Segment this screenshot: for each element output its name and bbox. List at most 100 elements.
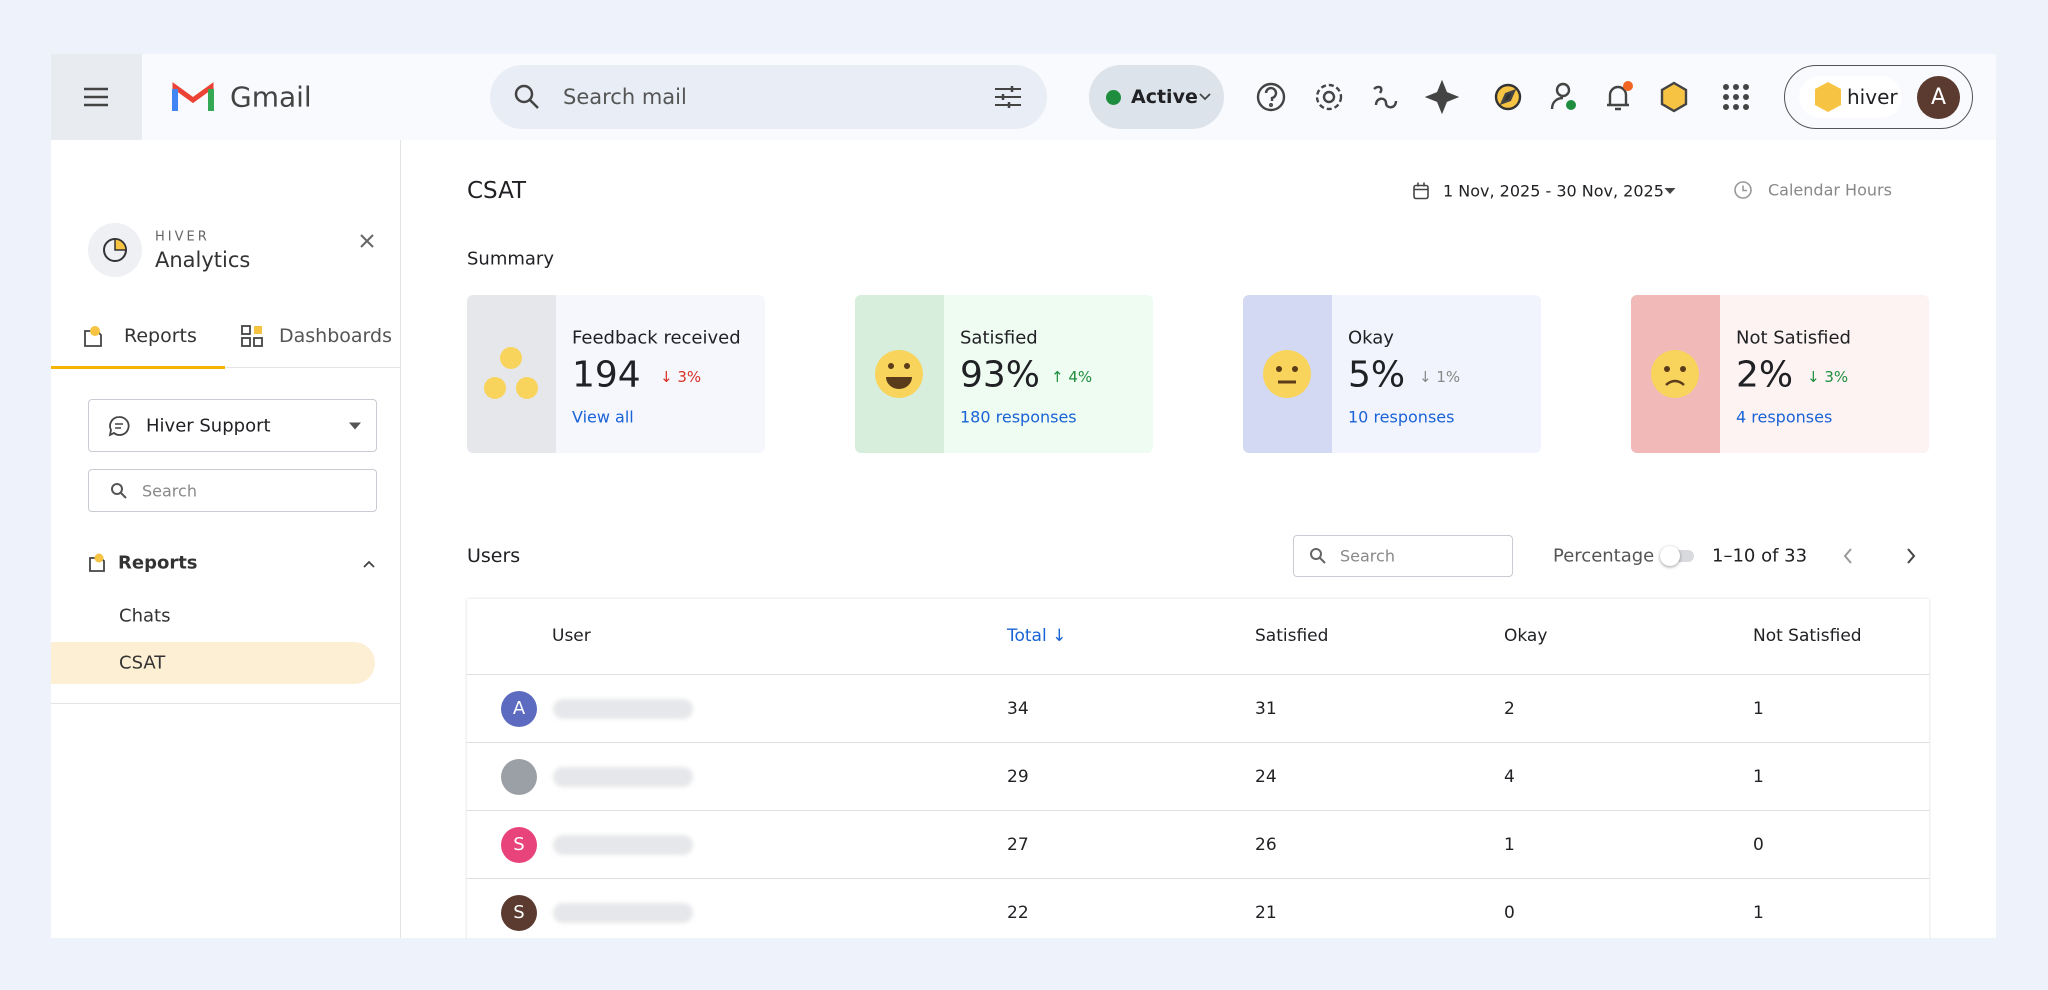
column-header[interactable]: Okay bbox=[1504, 626, 1548, 646]
sidebar: HIVER Analytics Reports Dashboards Hiver… bbox=[51, 140, 401, 938]
hours-mode[interactable]: Calendar Hours bbox=[1768, 180, 1892, 200]
sidebar-search[interactable]: Search bbox=[88, 469, 377, 512]
table-cell: 2 bbox=[1504, 699, 1515, 719]
status-dot bbox=[1106, 90, 1121, 105]
users-search[interactable]: Search bbox=[1293, 535, 1513, 577]
section-title[interactable]: Reports bbox=[118, 552, 198, 574]
menu-icon bbox=[84, 87, 108, 107]
card-link[interactable]: 4 responses bbox=[1736, 407, 1833, 427]
date-range[interactable]: 1 Nov, 2025 - 30 Nov, 2025 bbox=[1443, 181, 1664, 201]
nav-item-active[interactable] bbox=[51, 642, 375, 684]
table-cell: 1 bbox=[1753, 767, 1764, 787]
next-page[interactable] bbox=[1906, 548, 1916, 564]
tab-dashboards[interactable]: Dashboards bbox=[279, 325, 392, 347]
app-name: Gmail bbox=[230, 80, 312, 114]
tab-reports[interactable]: Reports bbox=[124, 325, 197, 347]
menu-button[interactable] bbox=[51, 54, 142, 140]
nav-item[interactable]: CSAT bbox=[119, 652, 166, 674]
table-row[interactable]: S 22 21 0 1 bbox=[467, 878, 1929, 938]
table-cell: 27 bbox=[1007, 835, 1029, 855]
user-name-redacted bbox=[553, 699, 693, 719]
pagination: 1–10 of 33 bbox=[1712, 545, 1808, 567]
summary-card: Feedback received 194 ↓ 3% View all bbox=[467, 295, 765, 453]
table-cell: 22 bbox=[1007, 903, 1029, 923]
nav-item[interactable]: Chats bbox=[119, 605, 171, 627]
analytics-logo bbox=[88, 223, 142, 277]
table-row[interactable]: A 34 31 2 1 bbox=[467, 674, 1929, 743]
inbox-name: Hiver Support bbox=[146, 415, 271, 437]
clock-icon bbox=[1734, 181, 1752, 199]
user-avatar: A bbox=[501, 691, 537, 727]
card-change: ↑ 4% bbox=[1051, 368, 1093, 386]
column-header[interactable]: Satisfied bbox=[1255, 626, 1329, 646]
divider bbox=[51, 703, 400, 704]
card-value: 2% bbox=[1736, 354, 1794, 396]
card-label: Not Satisfied bbox=[1736, 327, 1851, 349]
gmail-logo bbox=[172, 82, 214, 111]
prev-page[interactable] bbox=[1843, 548, 1853, 564]
table-cell: 0 bbox=[1504, 903, 1515, 923]
brand-logo bbox=[1815, 82, 1841, 112]
card-value: 194 bbox=[572, 354, 641, 396]
faces-icon bbox=[484, 347, 538, 399]
table-cell: 26 bbox=[1255, 835, 1277, 855]
table-cell: 4 bbox=[1504, 767, 1515, 787]
table-row[interactable]: 29 24 4 1 bbox=[467, 742, 1929, 811]
reports-tab-icon bbox=[84, 326, 102, 347]
search-placeholder: Search bbox=[1340, 546, 1395, 566]
app-window: Gmail Search mail Active bbox=[51, 54, 1996, 938]
table-cell: 1 bbox=[1753, 903, 1764, 923]
toggle[interactable] bbox=[1660, 546, 1694, 566]
table-cell: 1 bbox=[1753, 699, 1764, 719]
table-cell: 24 bbox=[1255, 767, 1277, 787]
divider bbox=[51, 367, 400, 368]
user-name-redacted bbox=[553, 903, 693, 923]
section-icon bbox=[89, 553, 105, 572]
face-icon bbox=[1651, 350, 1699, 398]
caret bbox=[1664, 188, 1676, 194]
sidebar-title: Analytics bbox=[155, 248, 251, 272]
face-icon bbox=[1263, 350, 1311, 398]
summary-card: Okay 5% ↓ 1% 10 responses bbox=[1243, 295, 1541, 453]
card-link[interactable]: View all bbox=[572, 407, 634, 427]
close-button[interactable] bbox=[360, 234, 374, 248]
summary-card: Not Satisfied 2% ↓ 3% 4 responses bbox=[1631, 295, 1929, 453]
calendar-icon bbox=[1413, 182, 1429, 200]
card-label: Okay bbox=[1348, 327, 1394, 349]
toggle-label: Percentage bbox=[1553, 545, 1655, 567]
column-header[interactable]: Total ↓ bbox=[1007, 626, 1067, 646]
status-label: Active bbox=[1131, 86, 1198, 108]
inbox-select[interactable]: Hiver Support bbox=[88, 399, 377, 452]
brand-name: hiver bbox=[1847, 85, 1898, 109]
table-row[interactable]: S 27 26 1 0 bbox=[467, 810, 1929, 879]
tab-underline bbox=[51, 366, 225, 369]
avatar[interactable]: A bbox=[1917, 76, 1960, 119]
user-avatar: S bbox=[501, 827, 537, 863]
toolbar-icons[interactable] bbox=[1246, 79, 1766, 115]
search-icon bbox=[514, 84, 539, 109]
user-name-redacted bbox=[553, 835, 693, 855]
column-header[interactable]: Not Satisfied bbox=[1753, 626, 1862, 646]
card-label: Satisfied bbox=[960, 327, 1038, 349]
page-title: CSAT bbox=[467, 178, 527, 204]
dashboards-tab-icon bbox=[241, 325, 263, 347]
table-cell: 0 bbox=[1753, 835, 1764, 855]
caret bbox=[1199, 93, 1211, 101]
card-link[interactable]: 180 responses bbox=[960, 407, 1077, 427]
collapse-caret[interactable] bbox=[363, 560, 375, 568]
column-header[interactable]: User bbox=[552, 626, 591, 646]
summary-card: Satisfied 93% ↑ 4% 180 responses bbox=[855, 295, 1153, 453]
card-link[interactable]: 10 responses bbox=[1348, 407, 1455, 427]
table-cell: 1 bbox=[1504, 835, 1515, 855]
table-cell: 31 bbox=[1255, 699, 1277, 719]
card-value: 5% bbox=[1348, 354, 1406, 396]
status-pill[interactable]: Active bbox=[1089, 65, 1224, 129]
account-pill[interactable]: hiver A bbox=[1784, 65, 1973, 129]
search-bar[interactable]: Search mail bbox=[490, 65, 1047, 129]
table-cell: 34 bbox=[1007, 699, 1029, 719]
face-icon bbox=[875, 350, 923, 398]
card-value: 93% bbox=[960, 354, 1041, 396]
user-avatar: S bbox=[501, 895, 537, 931]
section-title: Summary bbox=[467, 248, 554, 270]
